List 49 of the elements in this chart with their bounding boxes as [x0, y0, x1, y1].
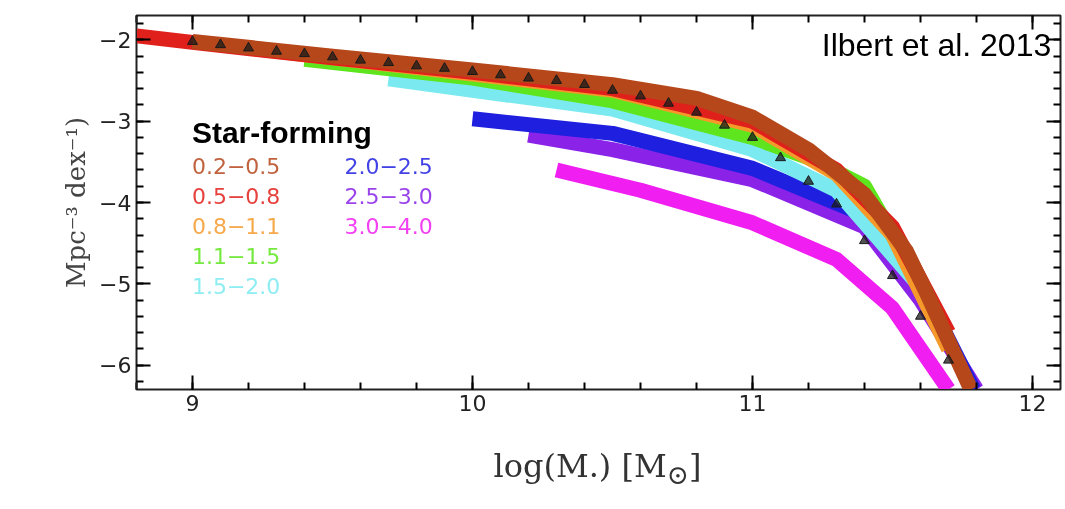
annotation: Ilbert et al. 2013	[821, 26, 1052, 63]
point	[831, 197, 842, 208]
point	[887, 269, 898, 280]
y-axis-title: Mpc⁻³ dex⁻¹)	[61, 116, 92, 289]
point	[607, 84, 618, 94]
x-tick-label: 11	[738, 390, 767, 416]
x-tick-label: 9	[185, 390, 200, 416]
point	[187, 35, 198, 45]
point	[775, 151, 786, 162]
point	[859, 234, 870, 245]
point	[915, 310, 926, 320]
text: 1.1−1.5	[191, 243, 281, 269]
x-tick-label: 12	[1018, 390, 1047, 416]
point	[747, 131, 758, 141]
point	[943, 353, 954, 364]
y-tick-label: −6	[99, 353, 132, 379]
point	[411, 59, 422, 70]
point	[271, 45, 282, 55]
text: 2.0−2.5	[344, 153, 433, 179]
point	[327, 50, 338, 61]
text: 1.5−2.0	[191, 273, 281, 299]
point	[691, 105, 702, 116]
x-axis-title: log(M.) [M$_{⊙}$]	[493, 446, 702, 493]
annotation: Star-forming	[191, 116, 372, 150]
text: 3.0−4.0	[344, 213, 433, 239]
point	[803, 175, 814, 185]
text: 0.2−0.5	[191, 153, 281, 179]
point	[467, 65, 478, 75]
point	[299, 47, 310, 58]
point	[719, 118, 730, 129]
y-tick-label: −3	[99, 109, 132, 135]
text: 0.5−0.8	[191, 183, 281, 209]
x-tick-label: 10	[458, 390, 487, 416]
point	[439, 62, 450, 72]
point	[579, 78, 590, 88]
point	[551, 74, 562, 84]
text: 2.5−3.0	[344, 183, 433, 209]
point	[355, 53, 366, 64]
point	[383, 56, 394, 67]
y-tick-label: −5	[99, 271, 132, 297]
point	[635, 89, 646, 100]
point	[523, 71, 534, 82]
point	[243, 41, 254, 52]
y-tick-label: −4	[99, 190, 132, 216]
y-tick-label: −2	[99, 27, 132, 53]
point	[663, 97, 674, 107]
text: 0.8−1.1	[191, 213, 281, 239]
point	[495, 68, 506, 79]
point	[215, 38, 226, 49]
